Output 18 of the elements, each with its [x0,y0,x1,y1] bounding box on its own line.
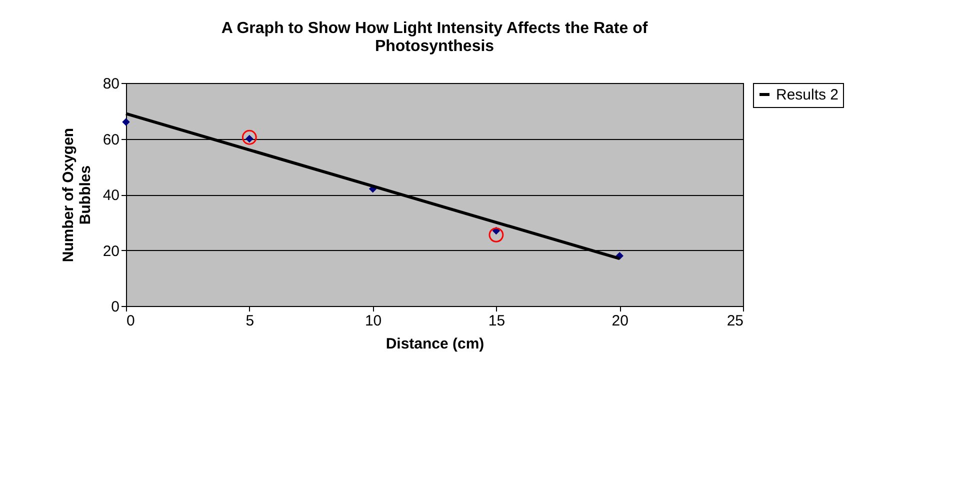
x-tick-label: 5 [246,312,254,330]
x-tick-label: 20 [612,312,628,330]
x-axis-title: Distance (cm) [386,336,484,352]
point [242,130,257,145]
y-tick-label: 20 [102,242,120,260]
point [122,118,130,126]
x-tick-label: 15 [488,312,506,330]
x-tick-label: 10 [364,312,382,330]
y-axis-title: Number of Oxygen Bubbles [60,128,94,262]
y-tick-label: 80 [102,76,120,92]
point [488,227,504,242]
y-tick-label: 60 [102,131,120,148]
legend-label: Results 2 [776,86,839,104]
y-tick-label: 0 [111,298,120,316]
x-tick-label: 25 [726,312,744,330]
x-tick-label: 0 [126,312,135,330]
y-tick-label: 40 [102,187,120,204]
chart-title: A Graph to Show How Light Intensity Affects the Rate of Photosynthesis [221,20,648,55]
